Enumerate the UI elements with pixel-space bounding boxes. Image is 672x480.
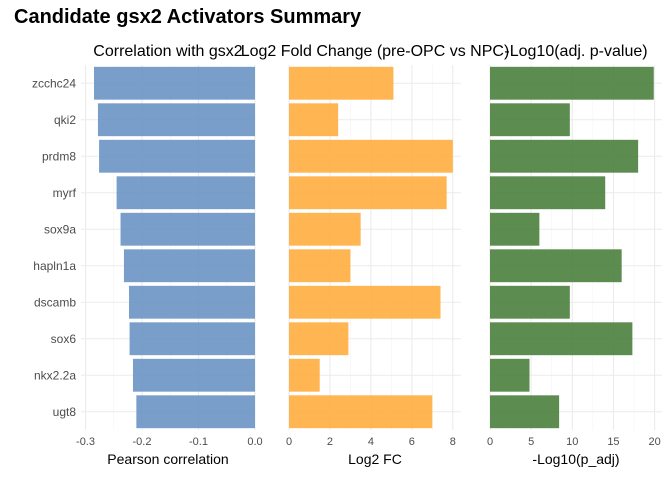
bar-log2fc-ugt8 xyxy=(289,395,433,429)
y-category-label: dscamb xyxy=(34,295,76,309)
bar-log2fc-sox6 xyxy=(289,322,349,356)
bar-neglog10-padj-prdm8 xyxy=(490,139,639,173)
x-tick-label: 0 xyxy=(286,436,292,448)
x-tick-label: 15 xyxy=(607,436,619,448)
bar-log2fc-dscamb xyxy=(289,285,441,319)
x-tick-label: 0.0 xyxy=(247,436,262,448)
x-tick-label: 4 xyxy=(368,436,374,448)
x-tick-label: 20 xyxy=(648,436,660,448)
bar-neglog10-padj-ugt8 xyxy=(490,395,560,429)
y-category-label: prdm8 xyxy=(42,149,76,163)
y-category-label: sox6 xyxy=(51,332,77,346)
bar-log2fc-sox9a xyxy=(289,212,361,246)
bar-correlation-zcchc24 xyxy=(93,66,256,100)
bar-neglog10-padj-qki2 xyxy=(490,103,570,137)
x-axis-label-log2fc: Log2 FC xyxy=(348,451,402,467)
bar-neglog10-padj-zcchc24 xyxy=(490,66,654,100)
y-category-label: ugt8 xyxy=(53,405,77,419)
panel-title-neglog10-padj: -Log10(adj. p-value) xyxy=(504,43,647,60)
bar-correlation-nkx2.2a xyxy=(132,358,255,392)
x-tick-label: 8 xyxy=(450,436,456,448)
panel-correlation: -0.3 -0.2 -0.1 0.0 zcchc24 qki2 prdm8 myrf sox9a… xyxy=(32,43,263,467)
bar-neglog10-padj-sox9a xyxy=(490,212,540,246)
panel-log2fc: 0 2 4 6 8 Log2 Fold Change (pre-OPC vs NPC) Lo… xyxy=(241,43,510,467)
bar-correlation-sox9a xyxy=(120,212,255,246)
bar-correlation-dscamb xyxy=(129,285,255,319)
bar-log2fc-nkx2.2a xyxy=(289,358,320,392)
x-tick-label: 0 xyxy=(487,436,493,448)
x-tick-label: 5 xyxy=(528,436,534,448)
panel-neglog10-padj: 0 5 10 15 20 -Log10(adj. p-value) -Log10(p_adj… xyxy=(487,43,662,467)
x-tick-label: 10 xyxy=(566,436,578,448)
panel-title-correlation: Correlation with gsx2 xyxy=(93,43,243,60)
y-category-label: myrf xyxy=(53,186,77,200)
bar-correlation-ugt8 xyxy=(136,395,255,429)
x-axis-label-correlation: Pearson correlation xyxy=(107,451,228,467)
bar-log2fc-myrf xyxy=(289,176,447,210)
bar-correlation-prdm8 xyxy=(99,139,256,173)
bar-log2fc-hapln1a xyxy=(289,249,351,283)
bar-log2fc-prdm8 xyxy=(289,139,453,173)
x-tick-label: -0.3 xyxy=(76,436,95,448)
bar-log2fc-zcchc24 xyxy=(289,66,394,100)
x-tick-label: -0.2 xyxy=(133,436,152,448)
y-category-label: sox9a xyxy=(44,222,76,236)
x-tick-label: 2 xyxy=(327,436,333,448)
bar-neglog10-padj-hapln1a xyxy=(490,249,622,283)
bar-neglog10-padj-nkx2.2a xyxy=(490,358,530,392)
bar-correlation-hapln1a xyxy=(123,249,256,283)
panel-title-log2fc: Log2 Fold Change (pre-OPC vs NPC) xyxy=(241,43,510,60)
bar-correlation-myrf xyxy=(116,176,255,210)
bar-correlation-sox6 xyxy=(129,322,255,356)
y-category-label: qki2 xyxy=(54,113,76,127)
x-tick-label: -0.1 xyxy=(189,436,208,448)
y-category-label: nkx2.2a xyxy=(34,368,76,382)
y-category-label: hapln1a xyxy=(33,259,76,273)
bar-correlation-qki2 xyxy=(97,103,255,137)
bar-neglog10-padj-sox6 xyxy=(490,322,633,356)
bar-neglog10-padj-dscamb xyxy=(490,285,570,319)
y-category-label: zcchc24 xyxy=(32,76,76,90)
x-axis-label-neglog10-padj: -Log10(p_adj) xyxy=(532,451,619,467)
x-tick-label: 6 xyxy=(409,436,415,448)
bar-neglog10-padj-myrf xyxy=(490,176,606,210)
figure-title: Candidate gsx2 Activators Summary xyxy=(14,6,362,28)
bar-log2fc-qki2 xyxy=(289,103,339,137)
